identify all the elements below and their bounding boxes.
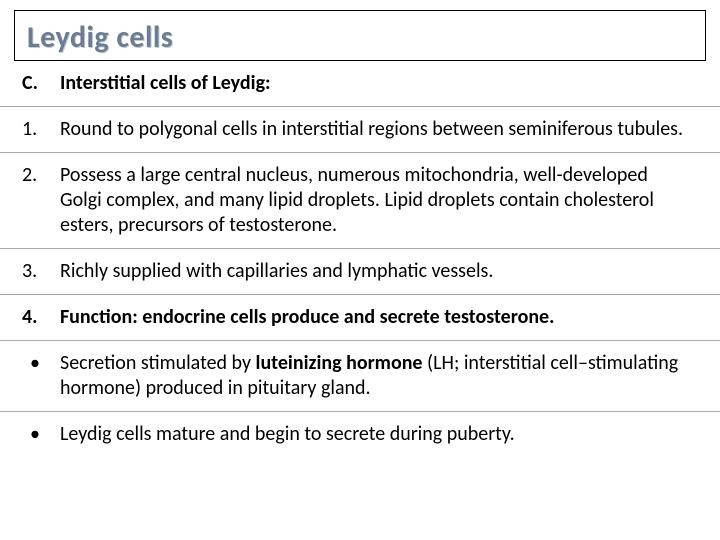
slide-title: Leydig cells: [27, 19, 693, 56]
function-mid2: produce and secrete: [267, 305, 445, 329]
heading-marker: C.: [22, 71, 48, 96]
list-item: 1. Round to polygonal cells in interstit…: [0, 107, 720, 153]
bullet-text: Secretion stimulated by luteinizing horm…: [60, 351, 692, 401]
list-item: 2. Possess a large central nucleus, nume…: [0, 153, 720, 249]
bullet-post: Leydig cells mature and begin to secrete…: [60, 422, 515, 446]
function-mid1: :: [132, 305, 142, 329]
function-text: Function: endocrine cells produce and se…: [60, 305, 692, 330]
bullet-item: • Leydig cells mature and begin to secre…: [0, 412, 720, 457]
bullet-bold: luteinizing hormone: [256, 351, 423, 375]
item-marker: 2.: [22, 163, 48, 188]
item-marker: 1.: [22, 117, 48, 142]
heading-row: C. Interstitial cells of Leydig:: [0, 61, 720, 107]
function-bold3: testosterone: [444, 305, 549, 329]
bullet-item: • Secretion stimulated by luteinizing ho…: [0, 341, 720, 412]
content-rows: C. Interstitial cells of Leydig: 1. Roun…: [0, 61, 720, 540]
list-item: 3. Richly supplied with capillaries and …: [0, 249, 720, 295]
item-marker: 3.: [22, 259, 48, 284]
item-text: Possess a large central nucleus, numerou…: [60, 163, 692, 238]
bullet-pre: Secretion stimulated by: [60, 351, 256, 375]
bullet-marker: •: [22, 422, 48, 447]
item-text: Round to polygonal cells in interstitial…: [60, 117, 692, 142]
function-bold2: endocrine cells: [142, 305, 266, 329]
slide: Leydig cells C. Interstitial cells of Le…: [0, 0, 720, 540]
function-item: 4. Function: endocrine cells produce and…: [0, 295, 720, 341]
heading-text: Interstitial cells of Leydig:: [60, 71, 692, 96]
bullet-marker: •: [22, 351, 48, 376]
item-text: Richly supplied with capillaries and lym…: [60, 259, 692, 284]
bullet-text: Leydig cells mature and begin to secrete…: [60, 422, 692, 447]
item-marker: 4.: [22, 305, 48, 330]
title-box: Leydig cells: [14, 10, 706, 61]
function-suffix: .: [549, 305, 554, 329]
function-prefix: Function: [60, 305, 132, 329]
